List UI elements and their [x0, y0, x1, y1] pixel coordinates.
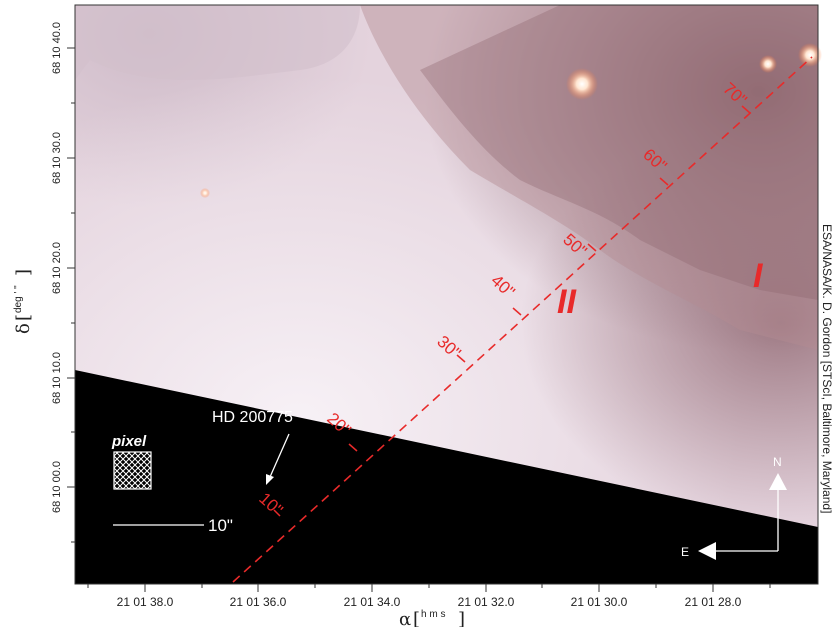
region-label-i: I: [753, 257, 764, 295]
y-tick-label: 68 10 20.0: [51, 242, 63, 294]
star-pointer-arrowhead: [266, 474, 274, 485]
star: [566, 68, 598, 100]
y-axis-title: δ [ deg ' " ]: [13, 269, 34, 334]
north-arrow: [769, 473, 787, 490]
x-tick-label: 21 01 34.0: [344, 595, 401, 609]
y-axis-symbol: δ: [13, 323, 34, 334]
compass-east-label: E: [681, 545, 689, 559]
y-axis-tick-marks: [67, 47, 75, 543]
star-pointer-line: [269, 433, 290, 478]
image-credit: ESA/NASA/K. D. Gordon [STScI, Baltimore,…: [820, 224, 834, 513]
compass-north-label: N: [773, 455, 782, 469]
y-tick-label: 68 10 00.0: [51, 461, 63, 513]
plot-frame: [74, 4, 819, 585]
y-tick-label: 68 10 10.0: [51, 352, 63, 404]
x-axis-tick-marks: [87, 584, 771, 592]
pixel-swatch: [113, 451, 152, 490]
x-tick-label: 21 01 30.0: [571, 595, 628, 609]
x-axis-bracket-open: [: [413, 609, 420, 627]
masked-region: [75, 370, 818, 584]
compass: [698, 473, 787, 560]
x-tick-label: 21 01 36.0: [230, 595, 287, 609]
x-axis-bracket-close: ]: [458, 609, 465, 627]
east-arrow: [698, 542, 716, 560]
y-axis-unit: deg ' ": [13, 285, 24, 313]
pixel-label: pixel: [111, 433, 147, 450]
x-tick-label: 21 01 38.0: [117, 595, 174, 609]
x-axis-symbol: α: [399, 609, 411, 627]
star: [759, 55, 777, 73]
cut-line: [232, 56, 813, 583]
x-tick-label: 21 01 32.0: [458, 595, 515, 609]
star: [200, 188, 210, 198]
cut-ticks: [273, 105, 751, 517]
x-tick-label: 21 01 28.0: [685, 595, 742, 609]
y-tick-label: 68 10 40.0: [51, 22, 63, 74]
x-axis-unit: h m s: [421, 609, 445, 620]
scale-bar-label: 10": [208, 516, 233, 535]
region-label-ii: II: [557, 283, 577, 321]
y-tick-label: 68 10 30.0: [51, 132, 63, 184]
star: [798, 43, 822, 67]
y-axis-bracket-close: ]: [13, 269, 34, 276]
y-axis-bracket-open: [: [13, 314, 34, 321]
star-label: HD 200775: [212, 409, 293, 426]
